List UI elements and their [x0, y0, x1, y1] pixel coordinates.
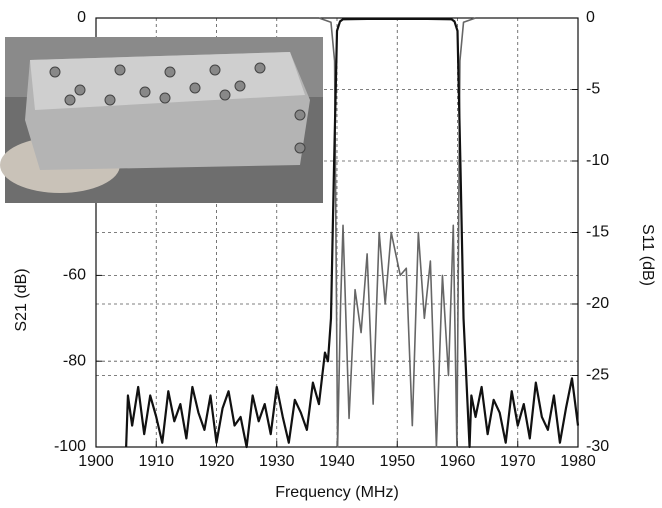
y-tick-label: -60: [63, 267, 86, 284]
x-tick-label: 1910: [138, 453, 174, 470]
x-tick-label: 1980: [560, 453, 596, 470]
photo-inset: [0, 37, 323, 203]
x-tick-label: 1950: [379, 453, 415, 470]
x-tick-label: 1970: [500, 453, 536, 470]
x-tick-label: 1940: [319, 453, 355, 470]
series-line: [125, 17, 580, 449]
y2-tick-label: -5: [586, 81, 600, 98]
y2-tick-label: -20: [586, 295, 609, 312]
y-tick-label: -80: [63, 352, 86, 369]
y2-tick-label: -30: [586, 438, 609, 455]
x-tick-label: 1960: [440, 453, 476, 470]
y2-axis-label: S11 (dB): [639, 224, 656, 286]
y-tick-label: 0: [77, 9, 86, 26]
y2-tick-label: 0: [586, 9, 595, 26]
x-tick-label: 1930: [259, 453, 295, 470]
connectors: [49, 62, 306, 154]
filter-top: [30, 52, 305, 110]
y-tick-label: -100: [54, 438, 86, 455]
series-line: [318, 17, 476, 448]
x-tick-label: 1920: [199, 453, 235, 470]
y-axis-label: S21 (dB): [13, 268, 30, 331]
y2-tick-label: -15: [586, 224, 609, 241]
plot-layer: [95, 17, 580, 449]
y2-tick-label: -10: [586, 152, 609, 169]
x-axis-label: Frequency (MHz): [275, 484, 399, 501]
y2-tick-label: -25: [586, 367, 609, 384]
x-tick-label: 1900: [78, 453, 114, 470]
